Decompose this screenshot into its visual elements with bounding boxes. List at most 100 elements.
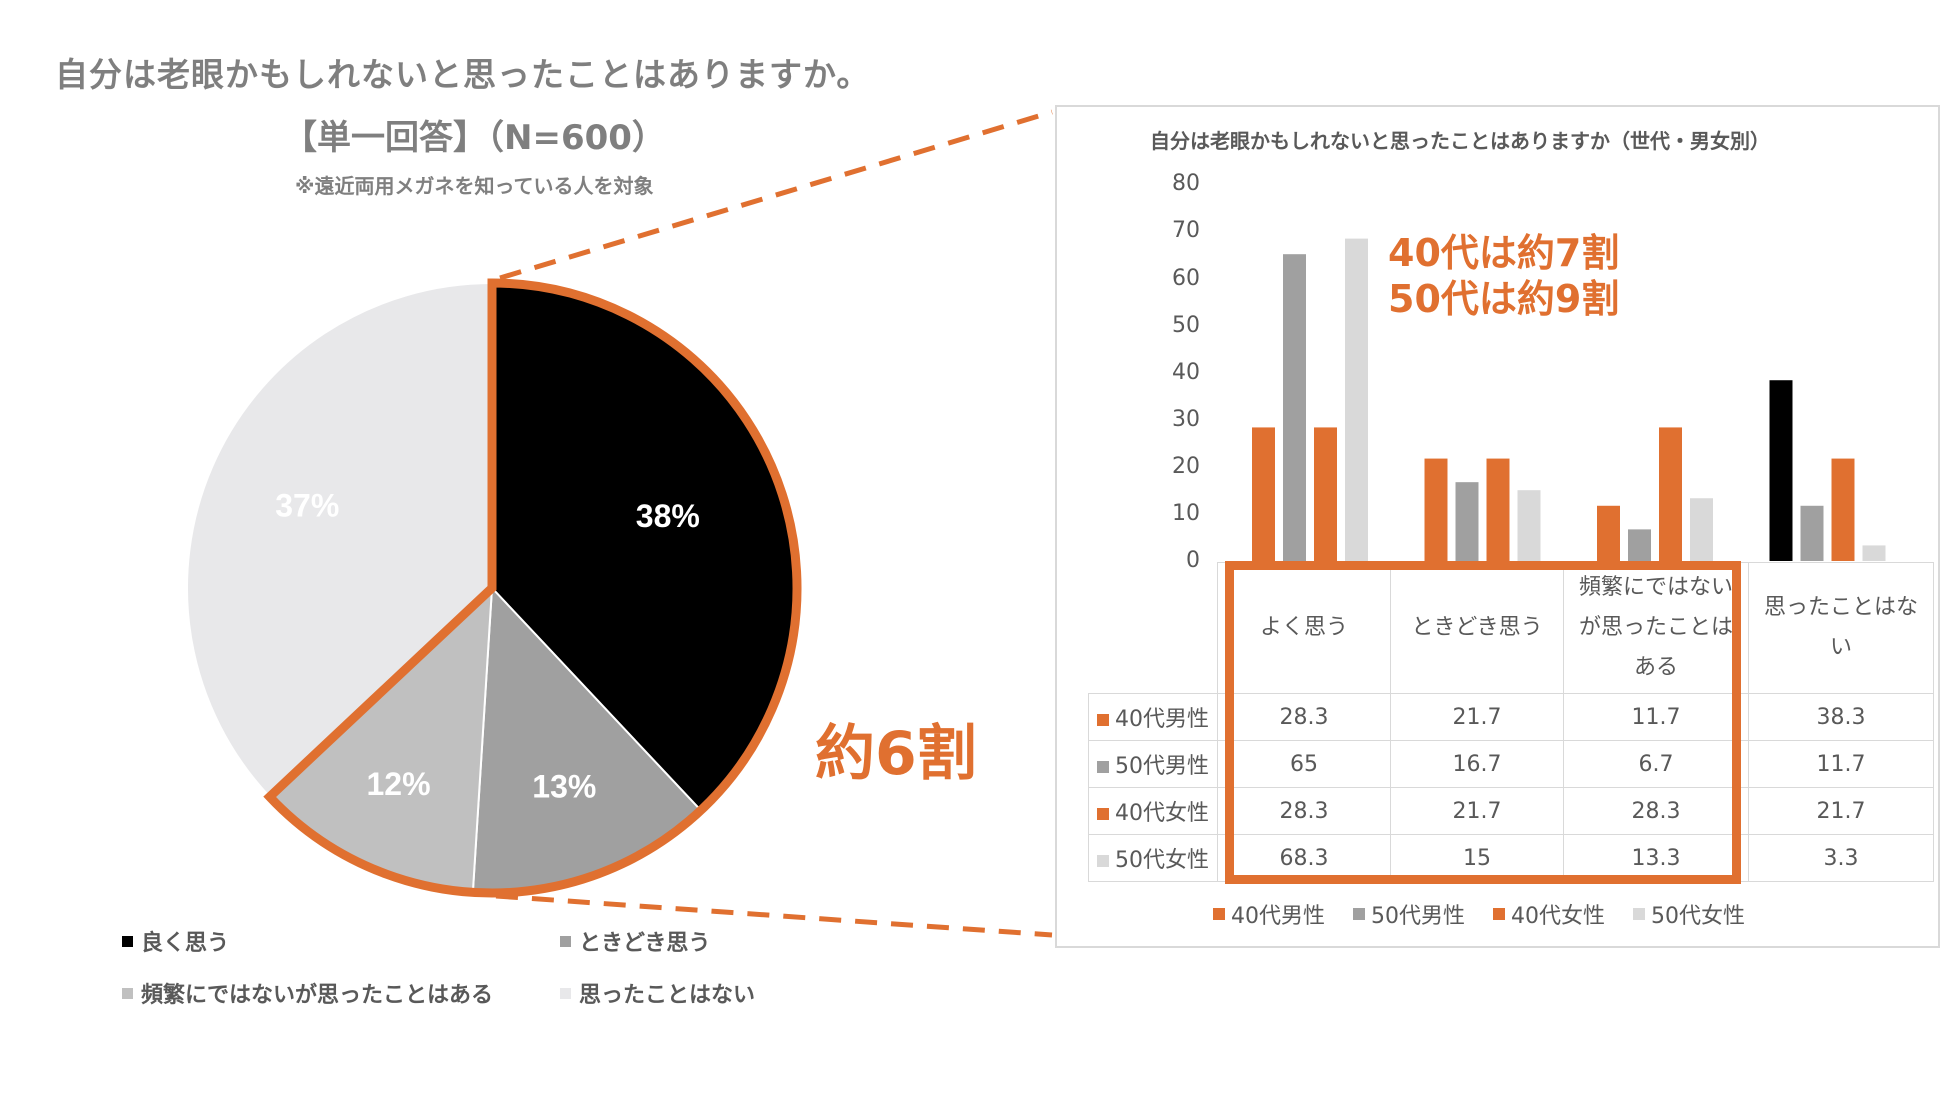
- table-header-cell: ときどき思う: [1390, 562, 1564, 694]
- legend-label: ときどき思う: [579, 931, 711, 956]
- table-row-label: 50代男性: [1088, 740, 1218, 788]
- legend-label: 40代女性: [1511, 904, 1605, 929]
- table-row: 40代女性 28.3 21.7 28.3 21.7: [1088, 787, 1934, 835]
- pie-legend-item-1: ときどき思う: [560, 925, 710, 957]
- bar: [1345, 238, 1368, 561]
- zoom-line-top: [499, 109, 1053, 281]
- data-table: よく思う ときどき思う 頻繁にではないが思ったことはある 思ったことはない 40…: [1088, 562, 1934, 882]
- bar-callout-line-1: 40代は約7割: [1388, 231, 1620, 275]
- pie-data-label: 38%: [636, 498, 700, 534]
- table-header-cell: 思ったことはない: [1748, 562, 1934, 694]
- bar: [1283, 254, 1306, 561]
- table-cell: 21.7: [1390, 787, 1564, 835]
- bar: [1597, 505, 1620, 561]
- legend-label: 頻繁にではないが思ったことはある: [141, 983, 494, 1008]
- bar: [1690, 498, 1713, 561]
- table-header-row: よく思う ときどき思う 頻繁にではないが思ったことはある 思ったことはない: [1088, 562, 1934, 694]
- legend-swatch: [1213, 908, 1225, 920]
- table-cell: 15: [1390, 834, 1564, 882]
- y-tick-label: 50: [1172, 313, 1200, 338]
- y-tick-label: 10: [1172, 501, 1200, 526]
- table-corner: [1088, 562, 1218, 694]
- legend-label: 50代男性: [1371, 904, 1465, 929]
- table-cell: 16.7: [1390, 740, 1564, 788]
- table-row-label: 40代男性: [1088, 693, 1218, 741]
- legend-label: 良く思う: [141, 931, 230, 956]
- legend-swatch: [1493, 908, 1505, 920]
- table-row: 40代男性 28.3 21.7 11.7 38.3: [1088, 693, 1934, 741]
- table-cell: 28.3: [1563, 787, 1749, 835]
- table-header-cell: よく思う: [1217, 562, 1391, 694]
- table-cell: 28.3: [1217, 787, 1391, 835]
- bar-callout: 40代は約7割 50代は約9割: [1388, 230, 1619, 322]
- y-tick-label: 40: [1172, 360, 1200, 385]
- legend-swatch: [560, 935, 571, 947]
- pie-data-label: 37%: [275, 488, 339, 524]
- table-cell: 3.3: [1748, 834, 1934, 882]
- table-row: 50代男性 65 16.7 6.7 11.7: [1088, 740, 1934, 788]
- table-cell: 6.7: [1563, 740, 1749, 788]
- legend-swatch: [1633, 908, 1645, 920]
- table-cell: 11.7: [1563, 693, 1749, 741]
- series-swatch: [1097, 714, 1109, 726]
- bar: [1252, 427, 1275, 561]
- series-swatch: [1097, 855, 1109, 867]
- bar: [1628, 529, 1651, 561]
- pie-slice: [186, 281, 493, 799]
- bar-legend-item-3: 50代女性: [1633, 898, 1745, 930]
- y-tick-label: 30: [1172, 407, 1200, 432]
- legend-swatch: [122, 987, 133, 999]
- pie-data-label: 13%: [532, 768, 596, 804]
- table-cell: 13.3: [1563, 834, 1749, 882]
- legend-label: 40代男性: [1231, 904, 1325, 929]
- table-row: 50代女性 68.3 15 13.3 3.3: [1088, 834, 1934, 882]
- y-tick-label: 70: [1172, 218, 1200, 243]
- table-header-cell: 頻繁にではないが思ったことはある: [1563, 562, 1749, 694]
- pie-legend-item-2: 頻繁にではないが思ったことはある: [122, 977, 493, 1009]
- series-label: 40代男性: [1115, 707, 1209, 732]
- bar: [1455, 482, 1479, 561]
- series-swatch: [1097, 761, 1109, 773]
- legend-swatch: [1353, 908, 1365, 920]
- bar-callout-line-2: 50代は約9割: [1388, 277, 1620, 321]
- table-cell: 21.7: [1748, 787, 1934, 835]
- bar-chart-title: 自分は老眼かもしれないと思ったことはありますか（世代・男女別）: [1150, 129, 1770, 153]
- bar: [1517, 490, 1541, 561]
- table-row-label: 40代女性: [1088, 787, 1218, 835]
- series-label: 50代男性: [1115, 754, 1209, 779]
- y-tick-label: 80: [1172, 171, 1200, 196]
- y-tick-label: 20: [1172, 454, 1200, 479]
- bar: [1862, 545, 1886, 561]
- pie-callout: 約6割: [815, 719, 977, 789]
- series-label: 50代女性: [1115, 848, 1209, 873]
- bar-legend-item-2: 40代女性: [1493, 898, 1605, 930]
- bar-legend-item-0: 40代男性: [1213, 898, 1325, 930]
- bar: [1314, 427, 1337, 561]
- legend-swatch: [122, 935, 133, 947]
- bar: [1424, 458, 1448, 561]
- pie-highlight-outline: [263, 278, 802, 898]
- pie-chart-note: ※遠近両用メガネを知っている人を対象: [295, 174, 654, 198]
- pie-data-label: 12%: [366, 766, 430, 802]
- pie-legend-item-0: 良く思う: [122, 925, 229, 957]
- table-cell: 65: [1217, 740, 1391, 788]
- bar-legend: 40代男性 50代男性 40代女性 50代女性: [1213, 898, 1745, 930]
- table-cell: 68.3: [1217, 834, 1391, 882]
- bar-legend-item-1: 50代男性: [1353, 898, 1465, 930]
- table-row-label: 50代女性: [1088, 834, 1218, 882]
- bar: [1659, 427, 1682, 561]
- bar: [1769, 380, 1793, 561]
- zoom-line-bottom: [495, 893, 1053, 938]
- legend-swatch: [560, 987, 571, 999]
- bar: [1800, 505, 1824, 561]
- table-cell: 11.7: [1748, 740, 1934, 788]
- bar: [1831, 458, 1855, 561]
- series-label: 40代女性: [1115, 801, 1209, 826]
- table-cell: 28.3: [1217, 693, 1391, 741]
- legend-label: 50代女性: [1651, 904, 1745, 929]
- bar: [1486, 458, 1510, 561]
- pie-legend-item-3: 思ったことはない: [560, 977, 755, 1009]
- series-swatch: [1097, 808, 1109, 820]
- pie-chart-subtitle: 【単一回答】（N=600）: [283, 118, 666, 158]
